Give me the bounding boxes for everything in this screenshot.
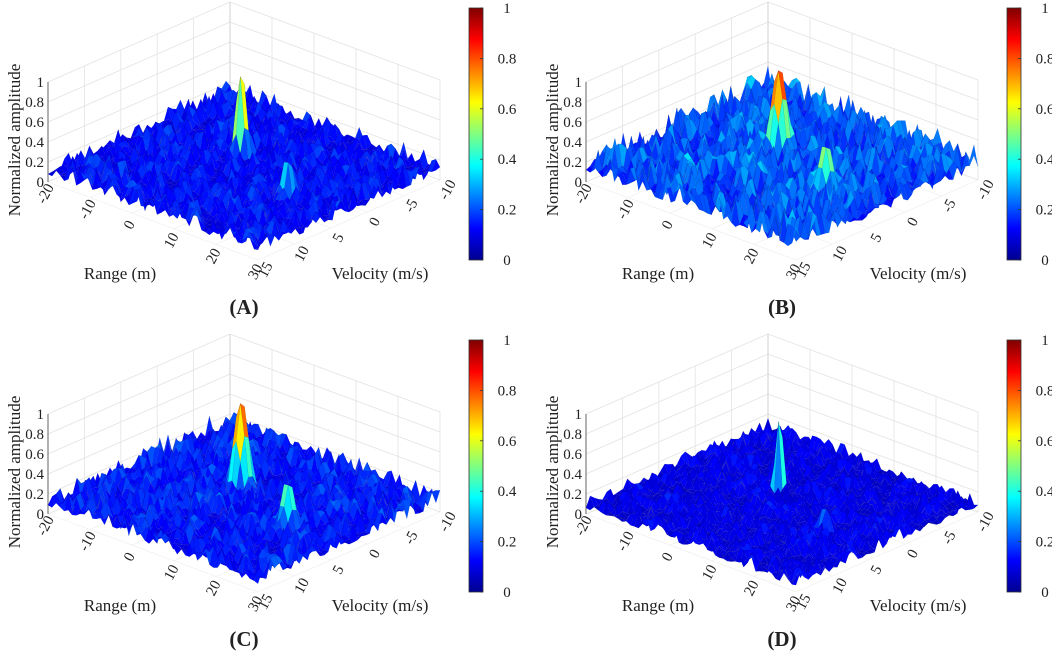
colorbar-tick-label: 0.6: [498, 102, 517, 118]
colorbar-tick-label: 0.8: [1036, 51, 1052, 67]
panel-label: (A): [229, 295, 258, 319]
z-tick-label: 0.4: [563, 135, 582, 151]
surface-panel-2: 00.20.40.60.81-20-100102030-10-5051015No…: [543, 1, 1052, 319]
colorbar-tick-label: 0.4: [498, 152, 517, 168]
x-tick-label: 10: [161, 230, 182, 251]
panel-label: (B): [768, 295, 796, 319]
y-tick-label: -5: [402, 197, 422, 216]
x-axis-label: Range (m): [84, 264, 156, 283]
colorbar-tick-label: 1: [1041, 1, 1049, 17]
z-tick-label: 0.2: [563, 155, 582, 171]
x-tick-label: 0: [659, 218, 677, 232]
y-axis-label: Velocity (m/s): [332, 264, 429, 283]
z-tick-label: 1: [575, 75, 583, 91]
z-tick-label: 0.4: [25, 135, 44, 151]
x-tick-label: 10: [699, 230, 720, 251]
colorbar-tick-label: 0.6: [1036, 102, 1052, 118]
z-axis-label: Normalized amplitude: [5, 64, 24, 216]
y-tick-label: 0: [904, 215, 922, 229]
x-axis-label: Range (m): [622, 264, 694, 283]
grid-line: [585, 1, 979, 83]
z-tick-label: 0.6: [563, 115, 582, 131]
y-tick-label: 0: [366, 215, 384, 229]
grid-line: [257, 179, 441, 261]
colorbar-tick-label: 0.2: [498, 203, 517, 219]
colorbar-tick-label: 0.4: [1036, 152, 1052, 168]
surface-panel-3: 00.20.40.60.81-20-100102030-10-5051015No…: [5, 333, 517, 651]
colorbar-tick-label: 0.2: [1036, 203, 1052, 219]
z-tick-label: 0.6: [25, 115, 44, 131]
colorbar-tick-label: 0: [1041, 253, 1049, 269]
surface-cell: [47, 170, 57, 177]
y-axis-label: Velocity (m/s): [870, 264, 967, 283]
y-tick-label: 10: [830, 244, 851, 265]
colorbar-tick-label: 0.8: [498, 51, 517, 67]
z-tick-label: 0.2: [25, 155, 44, 171]
grid-line: [47, 181, 259, 261]
y-tick-label: -10: [436, 177, 460, 202]
colorbar-tick-label: 1: [503, 1, 511, 17]
surface-mesh: [47, 76, 441, 251]
y-tick-label: 5: [330, 231, 348, 245]
colorbar: [1006, 7, 1022, 261]
x-tick-label: 20: [203, 246, 224, 267]
x-tick-label: 20: [741, 246, 762, 267]
z-tick-label: 0.8: [563, 95, 582, 111]
surface-panel-1: 00.20.40.60.81-20-100102030-10-5051015No…: [5, 1, 517, 319]
colorbar-tick-label: 0: [503, 253, 511, 269]
y-tick-label: -5: [940, 197, 960, 216]
x-tick-label: 0: [121, 218, 139, 232]
z-tick-label: 0.8: [25, 95, 44, 111]
colorbar: [468, 7, 484, 261]
grid-line: [47, 333, 441, 415]
surface-mesh: [585, 65, 979, 247]
y-tick-label: -10: [974, 177, 998, 202]
grid-line: [47, 1, 441, 83]
z-tick-label: 1: [37, 75, 45, 91]
x-tick-label: -10: [614, 197, 638, 222]
z-axis-label: Normalized amplitude: [543, 64, 562, 216]
y-tick-label: 5: [868, 231, 886, 245]
y-tick-label: 10: [292, 244, 313, 265]
x-tick-label: -10: [76, 197, 100, 222]
